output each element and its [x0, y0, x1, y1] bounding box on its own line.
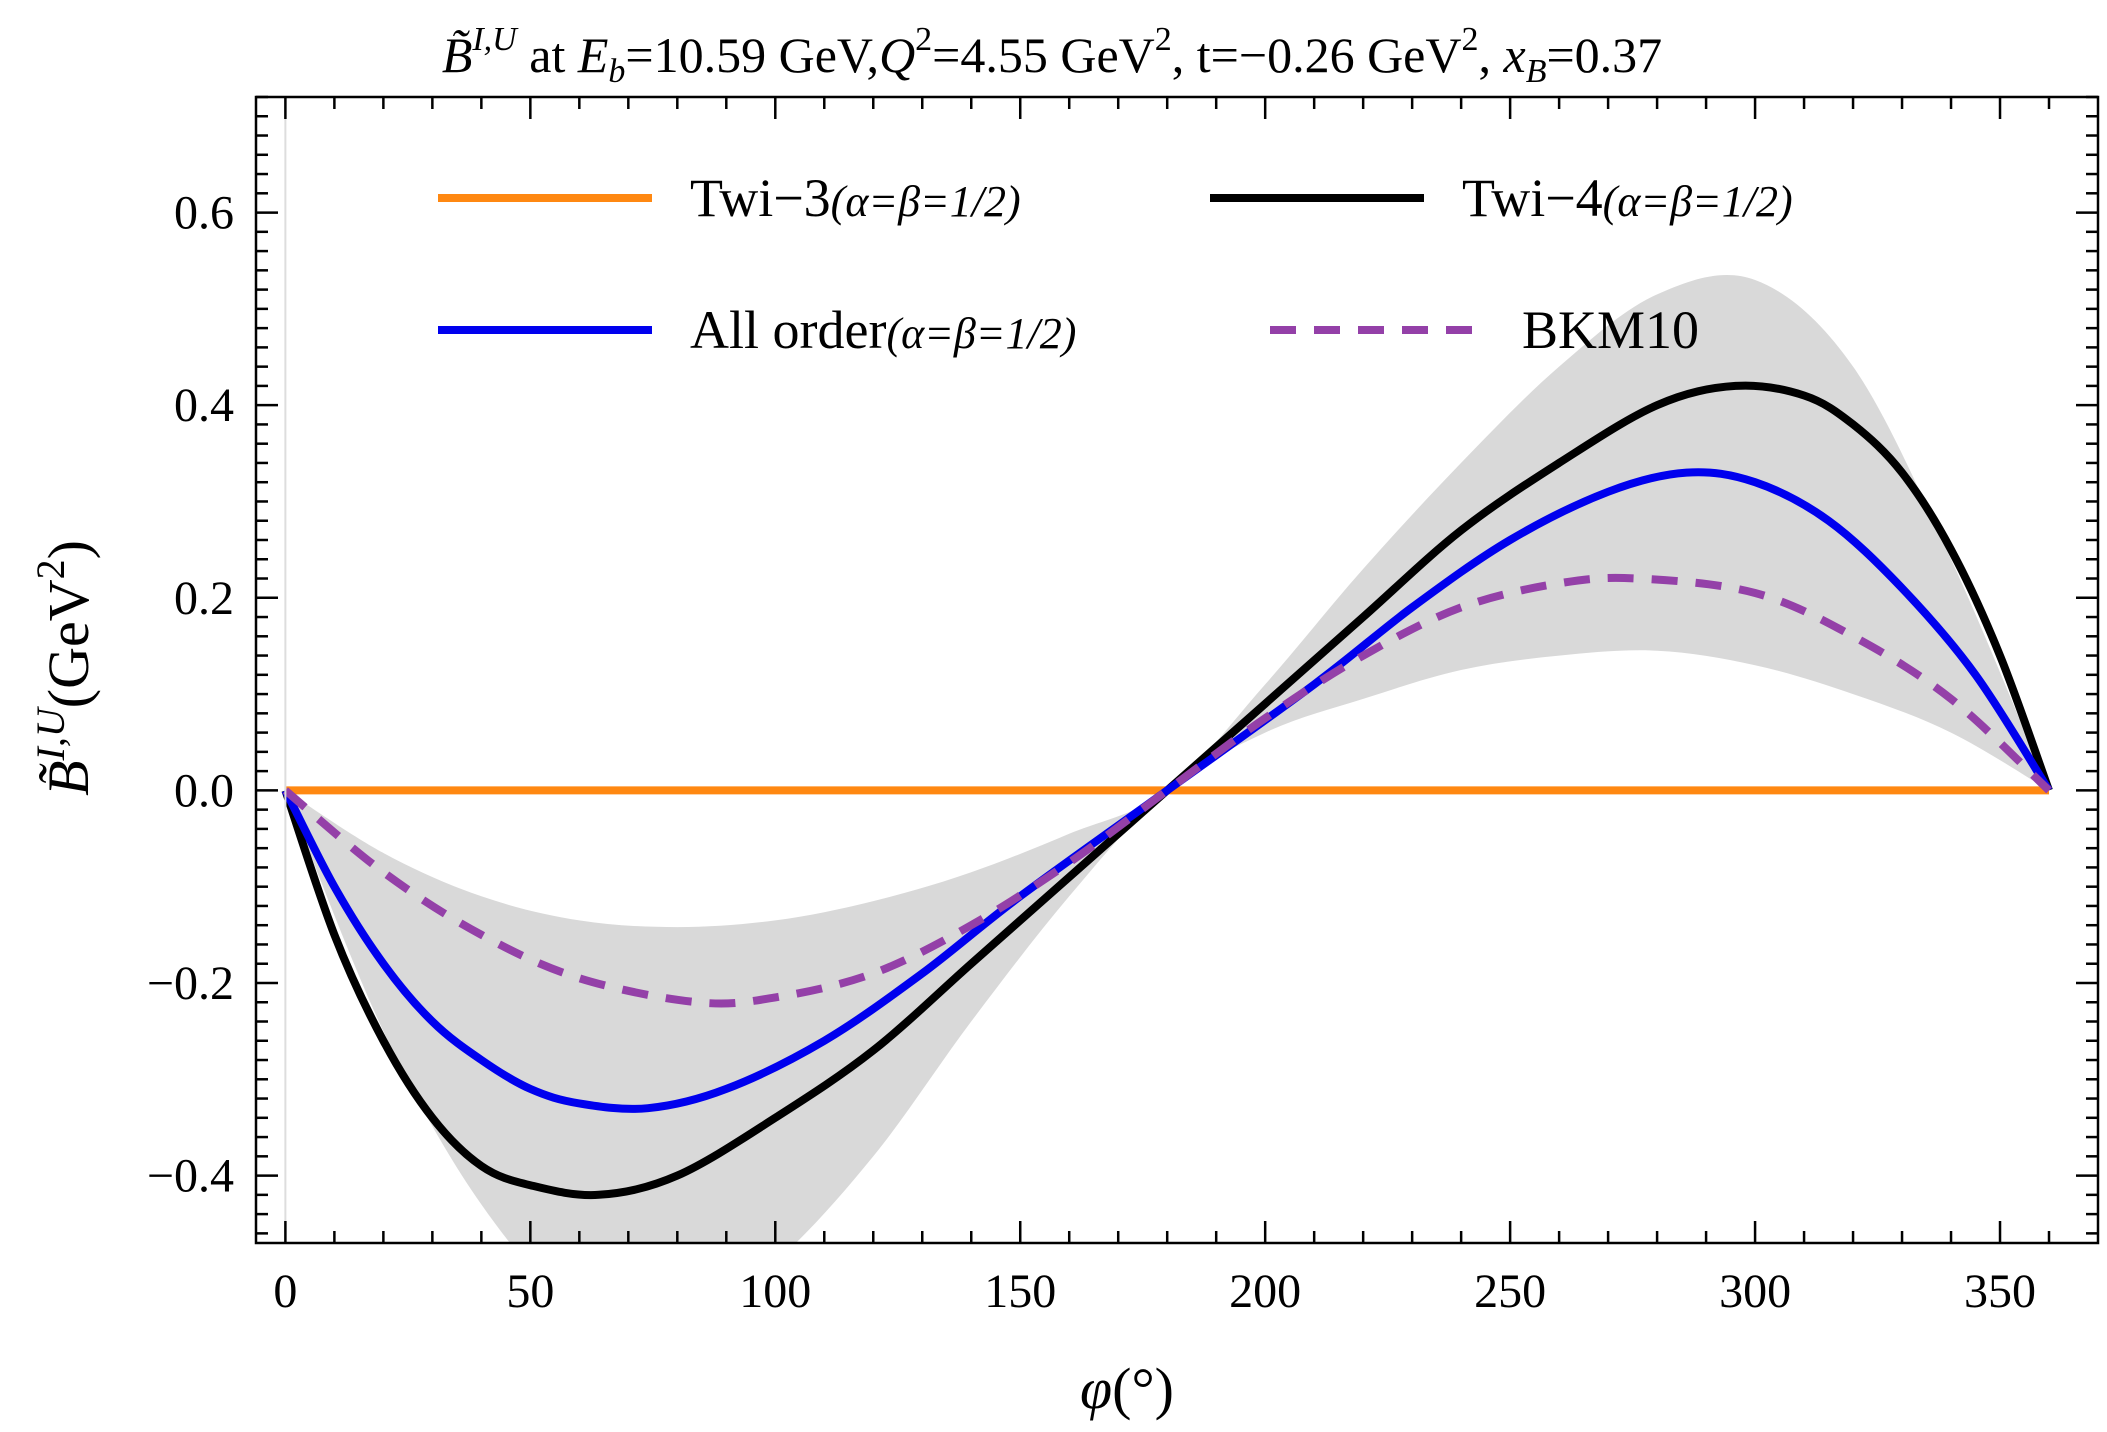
legend-label-bkm10: BKM10 — [1522, 300, 1699, 360]
plot-frame — [254, 95, 2100, 1245]
title-at: at — [517, 27, 578, 83]
legend-label-twi4-main: Twi−4 — [1462, 168, 1603, 228]
y-axis-label: B̃I,U(GeV2) — [28, 540, 101, 796]
y-axis-label-symbol: B̃ — [36, 760, 101, 795]
y-tick-label: −0.4 — [147, 1150, 234, 1203]
y-tick-label: 0.0 — [174, 764, 234, 817]
legend-label-twi4-paren: (α=β=1/2) — [1603, 177, 1793, 226]
x-tick-label: 350 — [1964, 1265, 2036, 1318]
legend-label-all-order-paren: (α=β=1/2) — [886, 309, 1076, 358]
y-axis-label-unit: (GeV — [36, 579, 101, 708]
title-q-variable: Q — [879, 27, 915, 83]
title-symbol-superscript: I,U — [471, 21, 519, 58]
x-axis-label: φ(°) — [1080, 1356, 1174, 1421]
x-axis-label-unit: (°) — [1112, 1356, 1174, 1421]
y-tick-label: 0.4 — [174, 379, 234, 432]
legend-label-all-order-main: All order — [690, 300, 886, 360]
legend: Twi−3(α=β=1/2) Twi−4(α=β=1/2) All order(… — [438, 168, 1793, 360]
y-tick-label: 0.2 — [174, 572, 234, 625]
axis-layer: 0 50 100 150 200 250 300 350 −0.4 −0.2 0.0 0.2 0.4 0.… — [147, 95, 2100, 1318]
legend-label-twi4: Twi−4(α=β=1/2) — [1462, 168, 1793, 228]
bkm10-line — [282, 573, 2052, 1008]
title-q-unit-superscript: 2 — [1155, 21, 1172, 58]
title-t-unit-superscript: 2 — [1461, 21, 1478, 58]
title-xb-variable: x — [1502, 27, 1525, 83]
legend-label-all-order: All order(α=β=1/2) — [690, 300, 1076, 360]
title-xb-value: =0.37 — [1546, 27, 1662, 83]
y-axis-label-superscript: I,U — [28, 705, 73, 761]
all-order-line — [281, 468, 2053, 1113]
y-tick-label: −0.2 — [147, 957, 234, 1010]
legend-label-twi3-main: Twi−3 — [690, 168, 831, 228]
title-q-superscript: 2 — [915, 21, 932, 58]
y-axis-label-unit-superscript: 2 — [28, 559, 73, 579]
title-eb-value: =10.59 GeV, — [625, 27, 879, 83]
title-xb-subscript: B — [1526, 53, 1547, 90]
x-axis-label-var: φ — [1080, 1356, 1112, 1421]
chart-title: B̃I,U at Eb=10.59 GeV,Q2=4.55 GeV2, t=−0… — [442, 21, 1662, 90]
y-axis-label-close: ) — [36, 540, 101, 559]
x-tick-label: 50 — [506, 1265, 554, 1318]
band-layer — [285, 275, 2049, 1243]
title-comma: , — [1478, 27, 1503, 83]
title-q-value: =4.55 GeV — [932, 27, 1155, 83]
uncertainty-band — [285, 275, 2049, 1243]
legend-label-twi3: Twi−3(α=β=1/2) — [690, 168, 1021, 228]
title-symbol: B̃ — [442, 27, 473, 83]
series-layer — [281, 381, 2053, 1200]
x-tick-label: 0 — [273, 1265, 297, 1318]
y-tick-label: 0.6 — [174, 187, 234, 240]
x-tick-label: 100 — [739, 1265, 811, 1318]
x-tick-label: 300 — [1719, 1265, 1791, 1318]
title-eb-subscript: b — [608, 53, 625, 90]
title-t-value: , t=−0.26 GeV — [1172, 27, 1462, 83]
x-tick-label: 200 — [1229, 1265, 1301, 1318]
x-tick-label: 150 — [984, 1265, 1056, 1318]
legend-label-twi3-paren: (α=β=1/2) — [831, 177, 1021, 226]
x-tick-label: 250 — [1474, 1265, 1546, 1318]
title-eb-variable: E — [577, 27, 609, 83]
